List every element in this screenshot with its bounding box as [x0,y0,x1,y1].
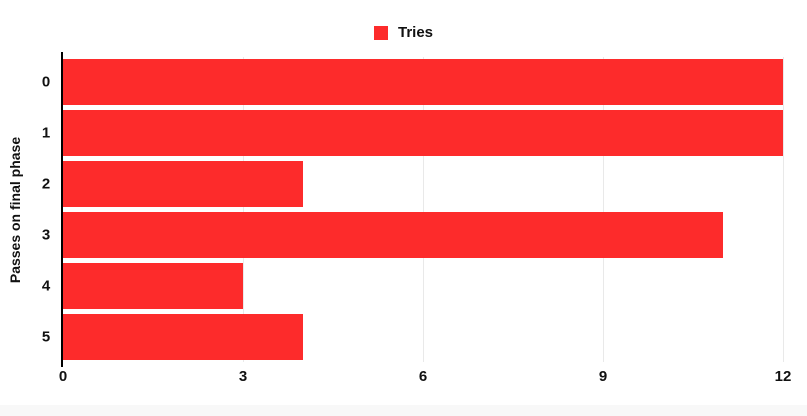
y-tick-label-0: 0 [41,73,51,91]
legend: Tries [0,24,807,41]
bar-5[interactable] [63,313,303,360]
x-axis-labels: 0 3 6 9 12 [59,368,792,388]
gridline-x-12 [783,57,784,362]
y-tick-label-5: 5 [41,328,51,346]
bar-0[interactable] [63,59,783,106]
gridline-x-6 [423,57,424,362]
y-axis-labels: 0 1 2 3 4 5 [34,57,58,362]
bar-3[interactable] [63,211,723,258]
legend-swatch [373,25,388,40]
bar-4[interactable] [63,262,243,309]
bottom-strip [0,405,807,416]
plot-area [63,57,784,362]
bar-2[interactable] [63,161,303,208]
gridline-x-9 [603,57,604,362]
x-tick-label-9: 9 [598,368,608,385]
y-tick-label-4: 4 [41,277,51,295]
x-tick-label-12: 12 [774,368,792,385]
bar-1[interactable] [63,110,783,157]
y-axis-title: Passes on final phase [2,57,28,362]
y-tick-label-2: 2 [41,175,51,193]
y-axis-line [61,52,63,367]
gridline-x-3 [243,57,244,362]
x-tick-label-3: 3 [238,368,248,385]
x-tick-label-0: 0 [58,368,68,385]
x-tick-label-6: 6 [418,368,428,385]
y-tick-label-1: 1 [41,124,51,142]
y-axis-title-text: Passes on final phase [7,136,24,283]
y-tick-label-3: 3 [41,226,51,244]
legend-label: Tries [397,24,434,41]
